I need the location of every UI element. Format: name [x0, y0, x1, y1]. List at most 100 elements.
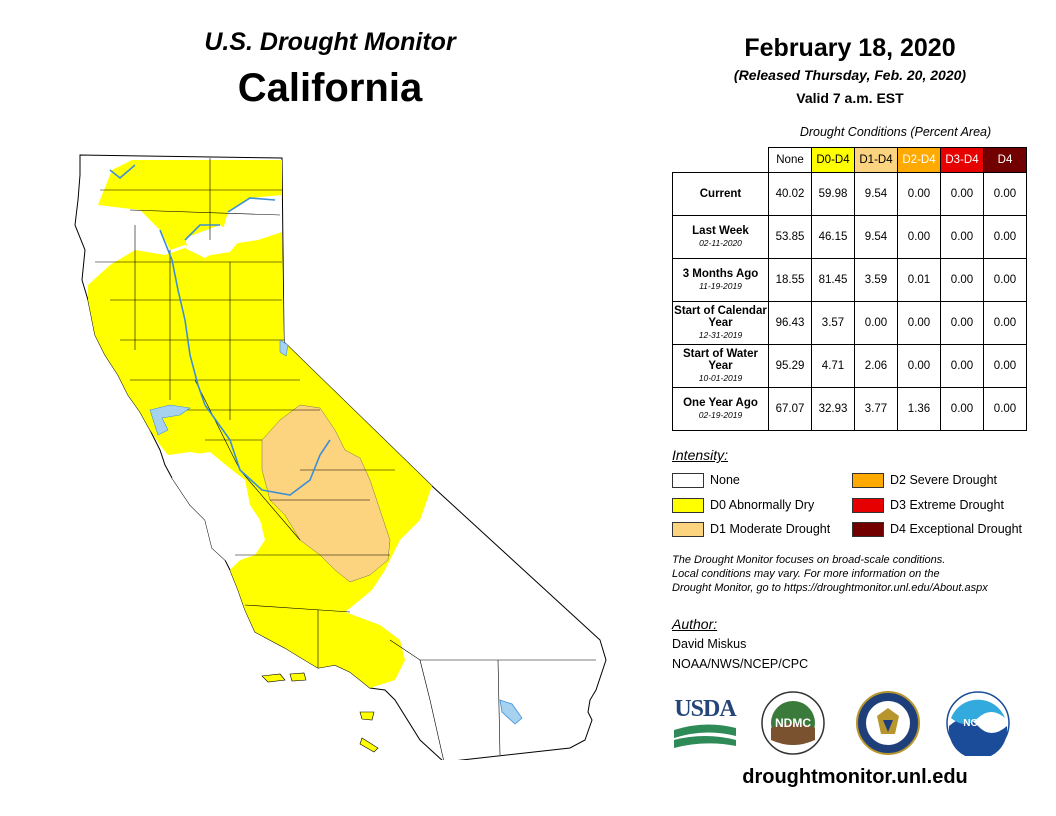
table-cell: 0.00: [854, 301, 898, 345]
none-region-north-pocket: [185, 225, 240, 256]
state-title: California: [237, 66, 423, 110]
noaa-logo: NOAA: [946, 691, 1010, 756]
table-cell: 0.00: [940, 344, 984, 388]
row-date: 02-19-2019: [698, 410, 743, 420]
row-date: 10-01-2019: [698, 373, 743, 383]
col-header-d0-d4: D0-D4: [811, 147, 855, 173]
table-cell: 2.06: [854, 344, 898, 388]
channel-island-3: [359, 711, 375, 721]
table-cell: 81.45: [811, 258, 855, 302]
table-cell: 1.36: [897, 387, 941, 431]
row-label: One Year Ago 02-19-2019: [672, 387, 769, 431]
table-cell: 32.93: [811, 387, 855, 431]
author-name: David Miskus: [672, 637, 747, 651]
table-cell: 0.00: [897, 344, 941, 388]
table-row: 3 Months Ago 11-19-2019 18.55 81.45 3.59 0.01…: [672, 258, 1027, 302]
row-date: 12-31-2019: [698, 330, 743, 340]
table-cell: 46.15: [811, 215, 855, 259]
legend-label: None: [710, 473, 740, 487]
col-header-d4: D4: [983, 147, 1027, 173]
row-label: Start of Water Year 10-01-2019: [672, 344, 769, 388]
usda-logo: USDA: [672, 690, 738, 750]
table-cell: 0.00: [983, 301, 1027, 345]
legend-swatch: [852, 472, 884, 488]
legend-label: D1 Moderate Drought: [710, 522, 831, 536]
table-cell: 18.55: [768, 258, 812, 302]
table-cell: 0.00: [940, 172, 984, 216]
legend-swatch: [672, 497, 704, 513]
table-cell: 95.29: [768, 344, 812, 388]
table-cell: 0.00: [897, 215, 941, 259]
legend-swatch: [852, 521, 884, 537]
channel-island-2: [289, 672, 307, 682]
legend-item: None: [672, 471, 740, 489]
brand-title: U.S. Drought Monitor: [204, 28, 456, 56]
table-corner: [673, 148, 769, 173]
author-title: Author:: [672, 616, 718, 632]
table-header-row: None D0-D4 D1-D4 D2-D4 D3-D4 D4: [673, 147, 1027, 173]
row-date: 11-19-2019: [699, 281, 742, 291]
table-cell: 0.00: [940, 301, 984, 345]
note-line-3: Drought Monitor, go to https://droughtmo…: [672, 582, 988, 594]
d1-region-sierra: [261, 404, 391, 583]
table-cell: 0.00: [897, 301, 941, 345]
legend-swatch: [852, 497, 884, 513]
legend-label: D4 Exceptional Drought: [890, 522, 1023, 536]
legend-label: D3 Extreme Drought: [890, 498, 1004, 512]
row-label: Last Week 02-11-2020: [672, 215, 769, 259]
table-caption: Drought Conditions (Percent Area): [799, 125, 992, 139]
table-cell: 9.54: [854, 215, 898, 259]
col-header-d1-d4: D1-D4: [854, 147, 898, 173]
table-cell: 0.01: [897, 258, 941, 302]
legend-item: D0 Abnormally Dry: [672, 496, 814, 514]
table-row: Current 40.02 59.98 9.54 0.00 0.00 0.00: [672, 172, 1027, 216]
row-label: Start of Calendar Year 12-31-2019: [672, 301, 769, 345]
table-cell: 0.00: [983, 258, 1027, 302]
county-lines: [95, 158, 596, 760]
site-url[interactable]: droughtmonitor.unl.edu: [742, 766, 968, 788]
table-cell: 0.00: [897, 172, 941, 216]
table-cell: 40.02: [768, 172, 812, 216]
california-drought-map: [74, 154, 607, 760]
none-region-kern: [372, 565, 408, 622]
legend-swatch: [672, 472, 704, 488]
legend-item: D4 Exceptional Drought: [852, 520, 1022, 538]
legend-label: D0 Abnormally Dry: [710, 498, 815, 512]
row-label-text: Current: [699, 188, 742, 200]
table-cell: 9.54: [854, 172, 898, 216]
table-cell: 96.43: [768, 301, 812, 345]
table-cell: 59.98: [811, 172, 855, 216]
table-cell: 0.00: [983, 344, 1027, 388]
table-cell: 3.59: [854, 258, 898, 302]
table-cell: 4.71: [811, 344, 855, 388]
row-date: 02-11-2020: [699, 238, 742, 248]
table-row: Start of Water Year 10-01-2019 95.29 4.71 2.…: [672, 344, 1027, 388]
table-cell: 0.00: [940, 387, 984, 431]
salton-sea: [499, 699, 523, 725]
valid-time: Valid 7 a.m. EST: [796, 90, 904, 106]
table-row: Start of Calendar Year 12-31-2019 96.43 3.5…: [672, 301, 1027, 345]
col-header-d3-d4: D3-D4: [940, 147, 984, 173]
row-label-text: 3 Months Ago: [682, 268, 759, 280]
row-label: Current: [672, 172, 769, 216]
table-cell: 0.00: [983, 387, 1027, 431]
sf-bay: [149, 404, 191, 436]
channel-island-4: [359, 737, 379, 753]
legend-item: D1 Moderate Drought: [672, 520, 830, 538]
table-row: Last Week 02-11-2020 53.85 46.15 9.54 0.00 0.0…: [672, 215, 1027, 259]
table-cell: 3.77: [854, 387, 898, 431]
col-header-none: None: [768, 147, 812, 173]
legend-title: Intensity:: [672, 447, 729, 463]
row-label-text: Last Week: [692, 225, 749, 237]
legend-item: D3 Extreme Drought: [852, 496, 1004, 514]
legend-label: D2 Severe Drought: [890, 473, 998, 487]
table-cell: 53.85: [768, 215, 812, 259]
col-header-d2-d4: D2-D4: [897, 147, 941, 173]
row-label-text: One Year Ago: [683, 397, 758, 409]
noaa-logo-text: NOAA: [963, 718, 992, 729]
note-line-2: Local conditions may vary. For more info…: [672, 568, 940, 580]
department-of-commerce-seal-icon: [856, 691, 920, 755]
row-label-text: Start of Water Year: [683, 348, 758, 372]
rivers: [109, 164, 331, 496]
table-cell: 0.00: [983, 172, 1027, 216]
